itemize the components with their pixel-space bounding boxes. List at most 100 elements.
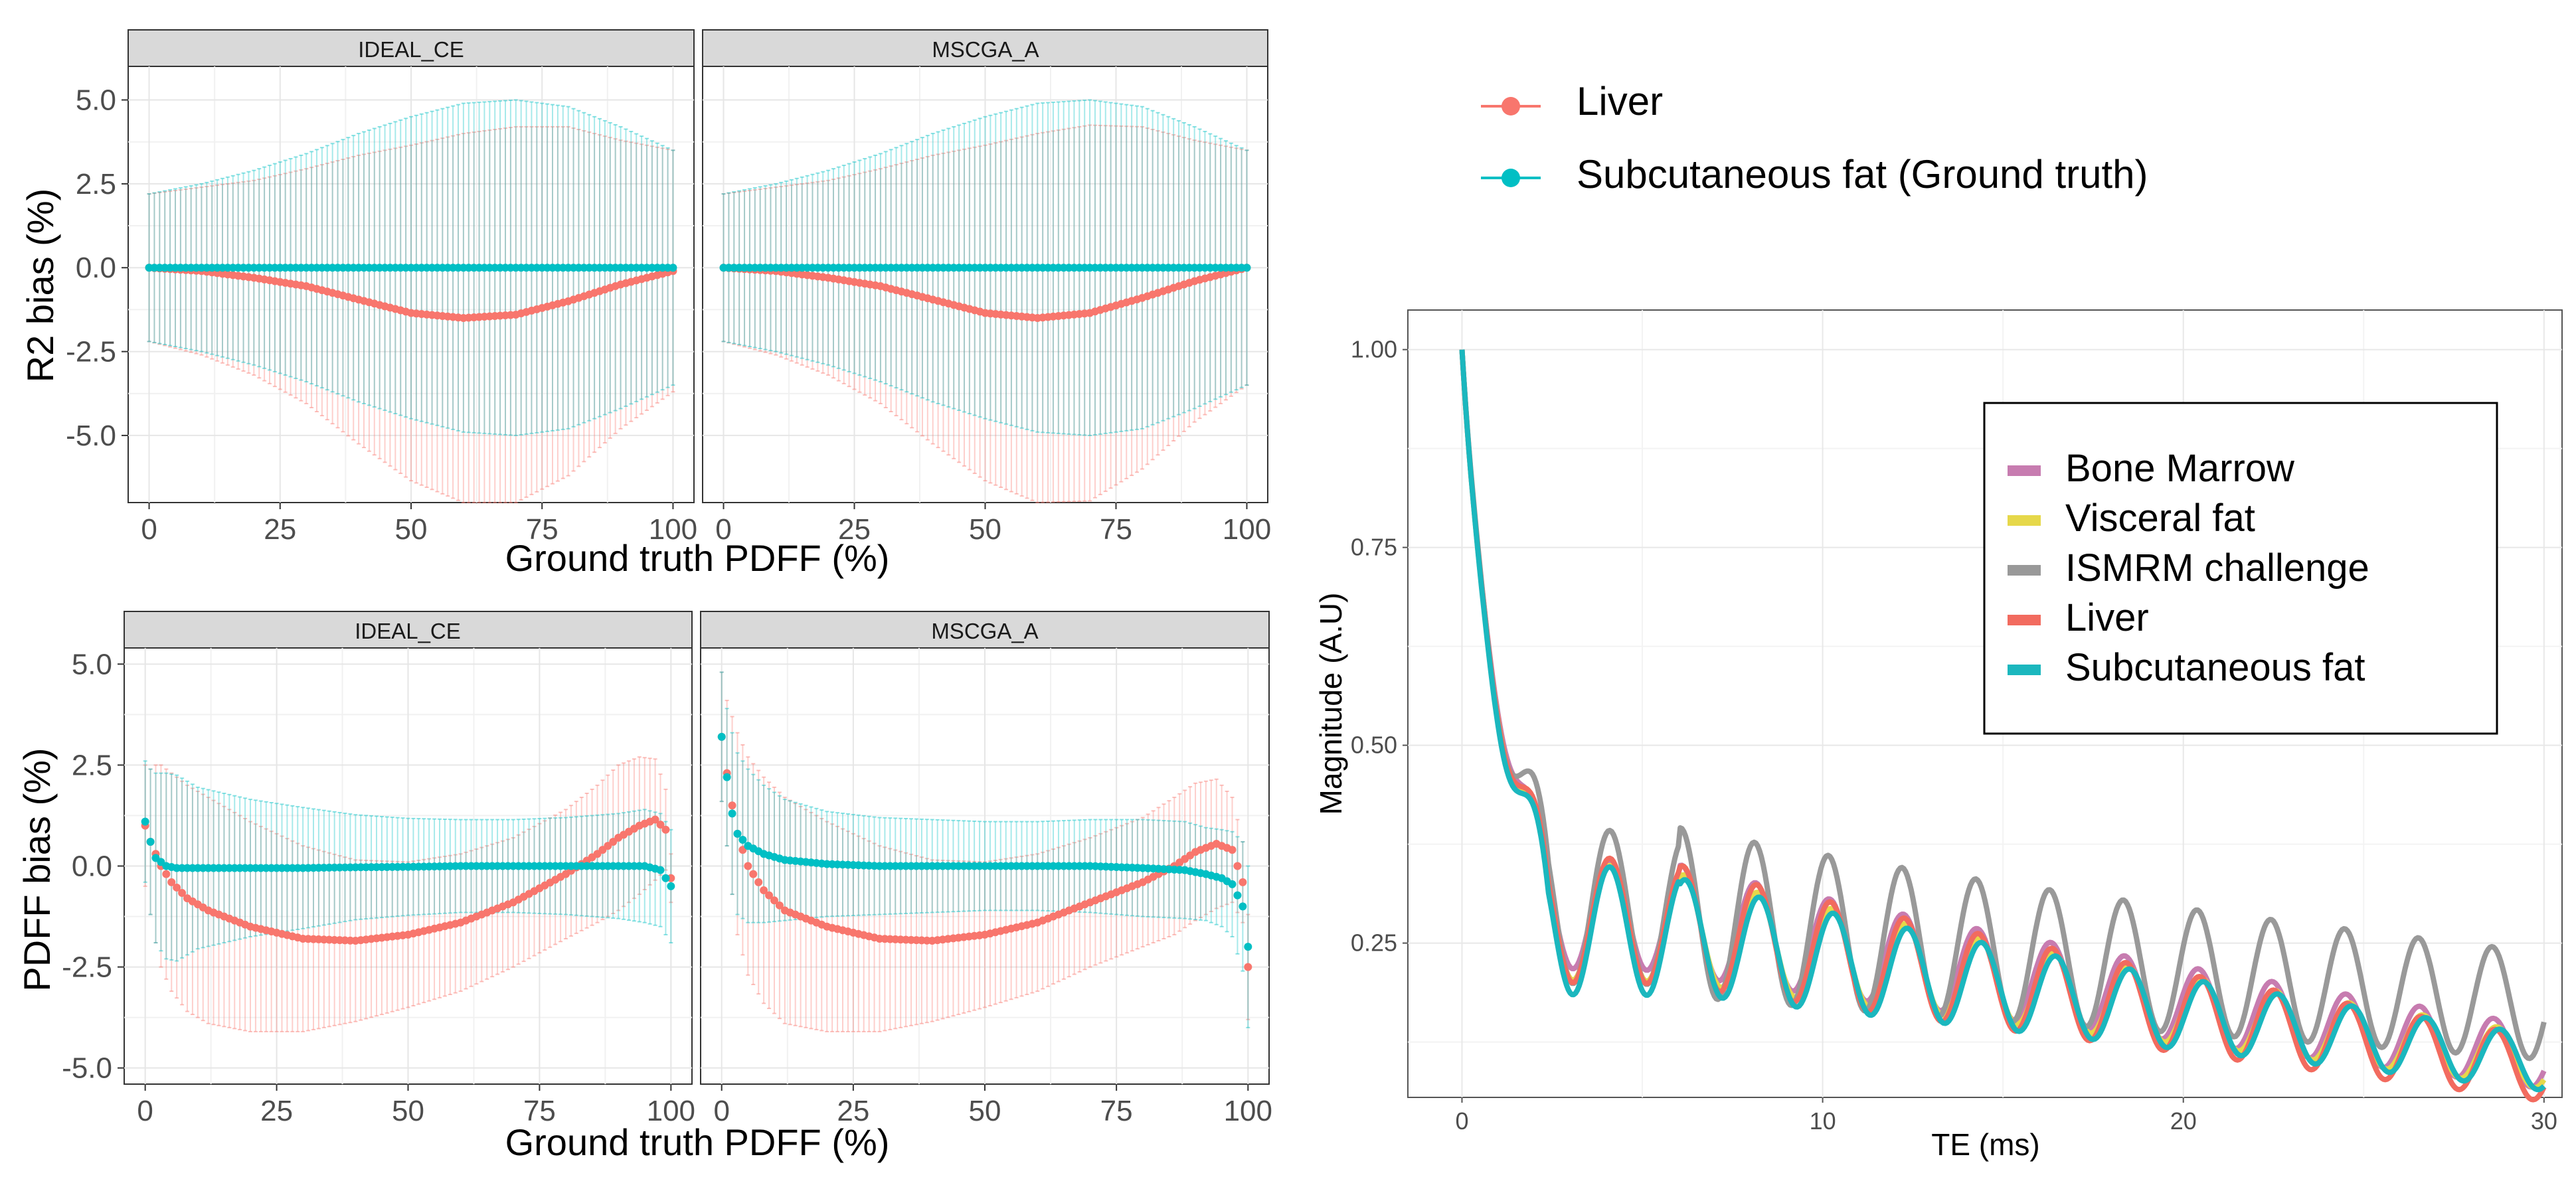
y-axis-ticks: 5.0 2.5 0.0 -2.5 -5.0: [66, 84, 128, 452]
y-axis-ticks: 1.00 0.75 0.50 0.25: [1351, 336, 1408, 957]
data-point: [760, 886, 768, 894]
points-liver: [141, 815, 675, 945]
legend-key-dot: [1502, 169, 1520, 187]
tick-label: -5.0: [62, 1052, 112, 1085]
tick-label: 75: [1100, 1095, 1133, 1127]
tick-label: 75: [526, 513, 558, 546]
tick-label: 1.00: [1351, 336, 1397, 363]
data-point: [728, 801, 736, 810]
tick-label: 0.0: [72, 850, 112, 883]
data-point: [1244, 943, 1252, 951]
tick-label: 2.5: [72, 749, 112, 781]
data-point: [661, 874, 670, 882]
x-axis-ticks: 0 25 50 75 100 0 25 50 75 100: [137, 1084, 1272, 1127]
legend-label: Liver: [2065, 596, 2149, 639]
legend-items: Bone Marrow Visceral fat ISMRM challenge Li…: [2008, 447, 2369, 689]
magnitude-legend: Bone Marrow Visceral fat ISMRM challenge Li…: [1983, 402, 2498, 735]
error-bars-subcutaneous: [721, 99, 1249, 436]
facet-title-ideal-ce: IDEAL_CE: [355, 619, 461, 643]
top-legend: Liver Subcutaneous fat (Ground truth): [1481, 79, 2148, 197]
tick-label: 0: [713, 1095, 729, 1127]
legend-swatch: [2008, 615, 2041, 625]
x-axis-title: Ground truth PDFF (%): [505, 537, 890, 579]
facet-title-ideal-ce: IDEAL_CE: [358, 37, 464, 62]
facet-title-mscga-a: MSCGA_A: [932, 37, 1039, 62]
data-point: [667, 882, 675, 890]
legend-swatch: [2008, 665, 2041, 675]
data-point: [765, 891, 774, 900]
tick-label: 0: [137, 1095, 153, 1127]
tick-label: 25: [838, 513, 871, 546]
data-point: [656, 821, 665, 829]
x-axis-title: TE (ms): [1931, 1127, 2040, 1162]
points-subcutaneous: [145, 264, 677, 272]
tick-label: 50: [969, 1095, 1001, 1127]
facet-strip: [128, 29, 695, 67]
y-axis-title: R2 bias (%): [19, 189, 61, 383]
legend-item: Bone Marrow: [2008, 447, 2295, 490]
tick-label: 0.50: [1351, 732, 1397, 759]
tick-label: 50: [392, 1095, 424, 1127]
data-point: [754, 878, 763, 886]
data-point: [146, 838, 155, 846]
tick-label: 25: [260, 1095, 293, 1127]
magnitude-panel: 1.00 0.75 0.50 0.25 0 10 20 30 Magnitude (A.U)…: [1314, 309, 2563, 1162]
data-point: [775, 901, 784, 910]
legend-item-liver: Liver: [1481, 79, 1663, 123]
data-point: [162, 870, 171, 878]
data-point: [744, 862, 752, 870]
points-subcutaneous: [719, 264, 1251, 272]
legend-item: Visceral fat: [2008, 497, 2255, 540]
pdff-bias-panel: IDEAL_CE MSCGA_A 5.0 2.5 0.0 -2.5 -5.0 0 25 50…: [16, 611, 1272, 1163]
tick-label: 0.0: [76, 252, 116, 284]
tick-label: 0: [715, 513, 731, 546]
legend-item: Subcutaneous fat: [2008, 646, 2365, 689]
data-point: [651, 815, 659, 824]
facet-plot-ideal-ce: [128, 66, 695, 503]
facet-plot-ideal-ce: [124, 647, 693, 1085]
data-point: [167, 878, 176, 886]
tick-label: 5.0: [76, 84, 116, 117]
legend-item: Liver: [2008, 596, 2149, 639]
legend-label: ISMRM challenge: [2065, 546, 2369, 590]
tick-label: 5.0: [72, 648, 112, 680]
legend-label: Bone Marrow: [2065, 447, 2295, 490]
legend-label: Liver: [1577, 79, 1663, 123]
data-point: [656, 866, 665, 874]
tick-label: 100: [647, 1095, 695, 1127]
facet-plot-mscga-a: [702, 66, 1268, 503]
data-point: [173, 883, 181, 892]
x-axis-title: Ground truth PDFF (%): [505, 1121, 890, 1163]
legend-swatch: [2008, 515, 2041, 526]
data-point: [738, 835, 747, 844]
legend-label: Subcutaneous fat: [2065, 646, 2365, 689]
tick-label: -5.0: [66, 420, 116, 452]
y-axis-title: PDFF bias (%): [16, 748, 58, 991]
tick-label: 0.75: [1351, 534, 1397, 561]
tick-label: 0: [1455, 1107, 1468, 1135]
y-axis-title: Magnitude (A.U): [1314, 593, 1348, 815]
tick-label: 0.25: [1351, 929, 1397, 957]
legend-item-subcutaneous: Subcutaneous fat (Ground truth): [1481, 152, 2148, 197]
data-point: [1239, 878, 1247, 886]
data-point: [1233, 891, 1242, 900]
x-axis-ticks: 0 10 20 30: [1455, 1097, 2557, 1135]
data-point: [728, 809, 736, 818]
data-point: [1228, 880, 1237, 888]
legend-swatch: [2008, 465, 2041, 476]
facet-strip: [124, 611, 693, 649]
tick-label: 50: [395, 513, 428, 546]
facet-title-mscga-a: MSCGA_A: [931, 619, 1038, 643]
r2-bias-panel: IDEAL_CE MSCGA_A 5.0 2.5 0.0 -2.5 -5.0 0 25 50…: [19, 29, 1271, 579]
data-point: [178, 889, 187, 898]
y-axis-ticks: 5.0 2.5 0.0 -2.5 -5.0: [62, 648, 124, 1085]
tick-label: 75: [1100, 513, 1132, 546]
data-point: [723, 773, 731, 781]
points-subcutaneous: [141, 817, 675, 890]
tick-label: 30: [2531, 1107, 2557, 1135]
tick-label: 25: [837, 1095, 869, 1127]
legend-box: [1983, 402, 2498, 735]
points-liver: [145, 264, 677, 323]
legend-item: ISMRM challenge: [2008, 546, 2369, 590]
